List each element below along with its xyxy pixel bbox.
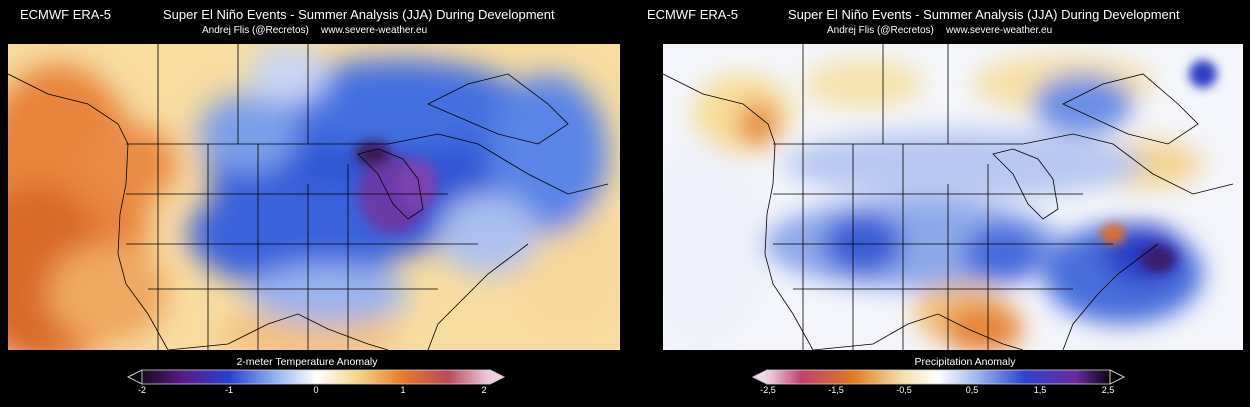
panel-title-row: ECMWF ERA-5 Super El Niño Events - Summe… bbox=[0, 7, 625, 25]
colorbar-tick: 0 bbox=[313, 385, 319, 395]
colorbar-tick: 2 bbox=[481, 385, 487, 395]
author-credit: Andrej Flis (@Recretos) bbox=[202, 25, 309, 36]
temperature-anomaly-map bbox=[8, 44, 620, 350]
panel-title: Super El Niño Events - Summer Analysis (… bbox=[163, 7, 555, 22]
colorbar-min-arrow bbox=[751, 369, 768, 385]
temperature-colorbar bbox=[126, 369, 506, 385]
colorbar-tick: -1,5 bbox=[828, 385, 844, 395]
author-credit: Andrej Flis (@Recretos) bbox=[827, 25, 934, 36]
colorbar-title: Precipitation Anomaly bbox=[914, 356, 1016, 368]
credit-row: Andrej Flis (@Recretos) www.severe-weath… bbox=[625, 25, 1250, 39]
colorbar-max-arrow bbox=[1109, 369, 1126, 385]
colorbar-tick: -0,5 bbox=[896, 385, 912, 395]
colorbar-tick: 2,5 bbox=[1101, 385, 1115, 395]
panel-title: Super El Niño Events - Summer Analysis (… bbox=[788, 7, 1180, 22]
colorbar-tick: -1 bbox=[224, 385, 233, 395]
colorbar-min-arrow bbox=[126, 369, 143, 385]
website-credit: www.severe-weather.eu bbox=[321, 25, 428, 36]
credit-row: Andrej Flis (@Recretos) www.severe-weath… bbox=[0, 25, 625, 39]
model-name: ECMWF ERA-5 bbox=[647, 7, 738, 22]
colorbar-max-arrow bbox=[489, 369, 506, 385]
colorbar-tick: -2,5 bbox=[760, 385, 776, 395]
precipitation-anomaly-map bbox=[663, 44, 1243, 350]
temperature-panel: ECMWF ERA-5 Super El Niño Events - Summe… bbox=[0, 7, 625, 395]
colorbar-tick: 1,5 bbox=[1033, 385, 1047, 395]
colorbar-tick: 0,5 bbox=[965, 385, 979, 395]
precipitation-colorbar bbox=[751, 369, 1126, 385]
colorbar-tick: -2 bbox=[137, 385, 146, 395]
colorbar-tick: 1 bbox=[400, 385, 406, 395]
panel-title-row: ECMWF ERA-5 Super El Niño Events - Summe… bbox=[625, 7, 1250, 25]
precipitation-panel: ECMWF ERA-5 Super El Niño Events - Summe… bbox=[625, 0, 1250, 407]
website-credit: www.severe-weather.eu bbox=[946, 25, 1053, 36]
colorbar-title: 2-meter Temperature Anomaly bbox=[236, 356, 378, 368]
model-name: ECMWF ERA-5 bbox=[20, 7, 111, 22]
